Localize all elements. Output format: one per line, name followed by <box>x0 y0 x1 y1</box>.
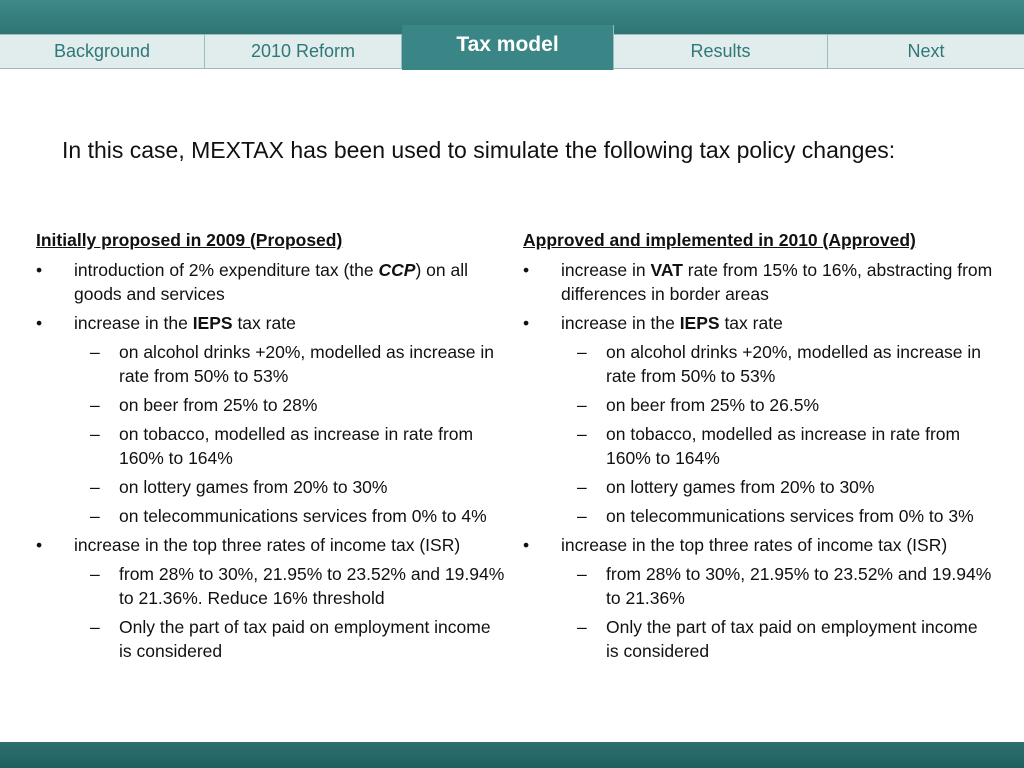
tab-results[interactable]: Results <box>614 35 828 68</box>
sub-list-item: on lottery games from 20% to 30% <box>561 475 993 499</box>
sub-list-item: Only the part of tax paid on employment … <box>561 615 993 663</box>
item-text: increase in <box>561 260 651 280</box>
sub-list-item: from 28% to 30%, 21.95% to 23.52% and 19… <box>74 562 506 610</box>
sub-list-item: on telecommunications services from 0% t… <box>74 504 506 528</box>
sub-list-item: Only the part of tax paid on employment … <box>74 615 506 663</box>
proposed-list: introduction of 2% expenditure tax (the … <box>36 258 506 663</box>
item-text: ) on all goods and services <box>74 260 468 304</box>
item-text: increase in the top three rates of incom… <box>74 535 461 555</box>
tab-background[interactable]: Background <box>0 35 205 68</box>
intro-text: In this case, MEXTAX has been used to si… <box>62 137 896 163</box>
nav-bar: Background 2010 Reform Tax model Results… <box>0 25 1024 70</box>
approved-list: increase in VAT rate from 15% to 16%, ab… <box>523 258 993 663</box>
sub-list-item: on tobacco, modelled as increase in rate… <box>561 422 993 470</box>
list-item: increase in VAT rate from 15% to 16%, ab… <box>523 258 993 306</box>
proposed-heading: Initially proposed in 2009 (Proposed) <box>36 230 343 250</box>
item-text: increase in the <box>74 313 193 333</box>
sub-list-item: on telecommunications services from 0% t… <box>561 504 993 528</box>
ieps-term: IEPS <box>679 313 720 333</box>
list-item: increase in the IEPS tax rate on alcohol… <box>36 311 506 528</box>
sub-list-item: on alcohol drinks +20%, modelled as incr… <box>561 340 993 388</box>
sub-list-item: from 28% to 30%, 21.95% to 23.52% and 19… <box>561 562 993 610</box>
sub-list-item: on lottery games from 20% to 30% <box>74 475 506 499</box>
list-item: increase in the top three rates of incom… <box>36 533 506 663</box>
approved-column: Approved and implemented in 2010 (Approv… <box>523 228 993 668</box>
approved-heading: Approved and implemented in 2010 (Approv… <box>523 230 916 250</box>
item-text: tax rate <box>232 313 296 333</box>
list-item: increase in the top three rates of incom… <box>523 533 993 663</box>
tab-2010-reform[interactable]: 2010 Reform <box>205 35 402 68</box>
sub-list-item: on tobacco, modelled as increase in rate… <box>74 422 506 470</box>
item-text: introduction of 2% expenditure tax (the <box>74 260 379 280</box>
tab-next[interactable]: Next <box>907 41 945 61</box>
list-item: introduction of 2% expenditure tax (the … <box>36 258 506 306</box>
vat-term: VAT <box>650 260 683 280</box>
sub-list-item: on alcohol drinks +20%, modelled as incr… <box>74 340 506 388</box>
sub-list-item: on beer from 25% to 28% <box>74 393 506 417</box>
item-text: increase in the <box>561 313 680 333</box>
item-text: increase in the top three rates of incom… <box>561 535 948 555</box>
item-text: rate from 15% to 16%, abstracting from d… <box>561 260 993 304</box>
sub-list-item: on beer from 25% to 26.5% <box>561 393 993 417</box>
proposed-column: Initially proposed in 2009 (Proposed) in… <box>36 228 506 668</box>
tab-tax-model[interactable]: Tax model <box>402 25 614 70</box>
ieps-term: IEPS <box>192 313 233 333</box>
ccp-term: CCP <box>378 260 416 280</box>
list-item: increase in the IEPS tax rate on alcohol… <box>523 311 993 528</box>
footer-band <box>0 742 1024 768</box>
item-text: tax rate <box>719 313 783 333</box>
